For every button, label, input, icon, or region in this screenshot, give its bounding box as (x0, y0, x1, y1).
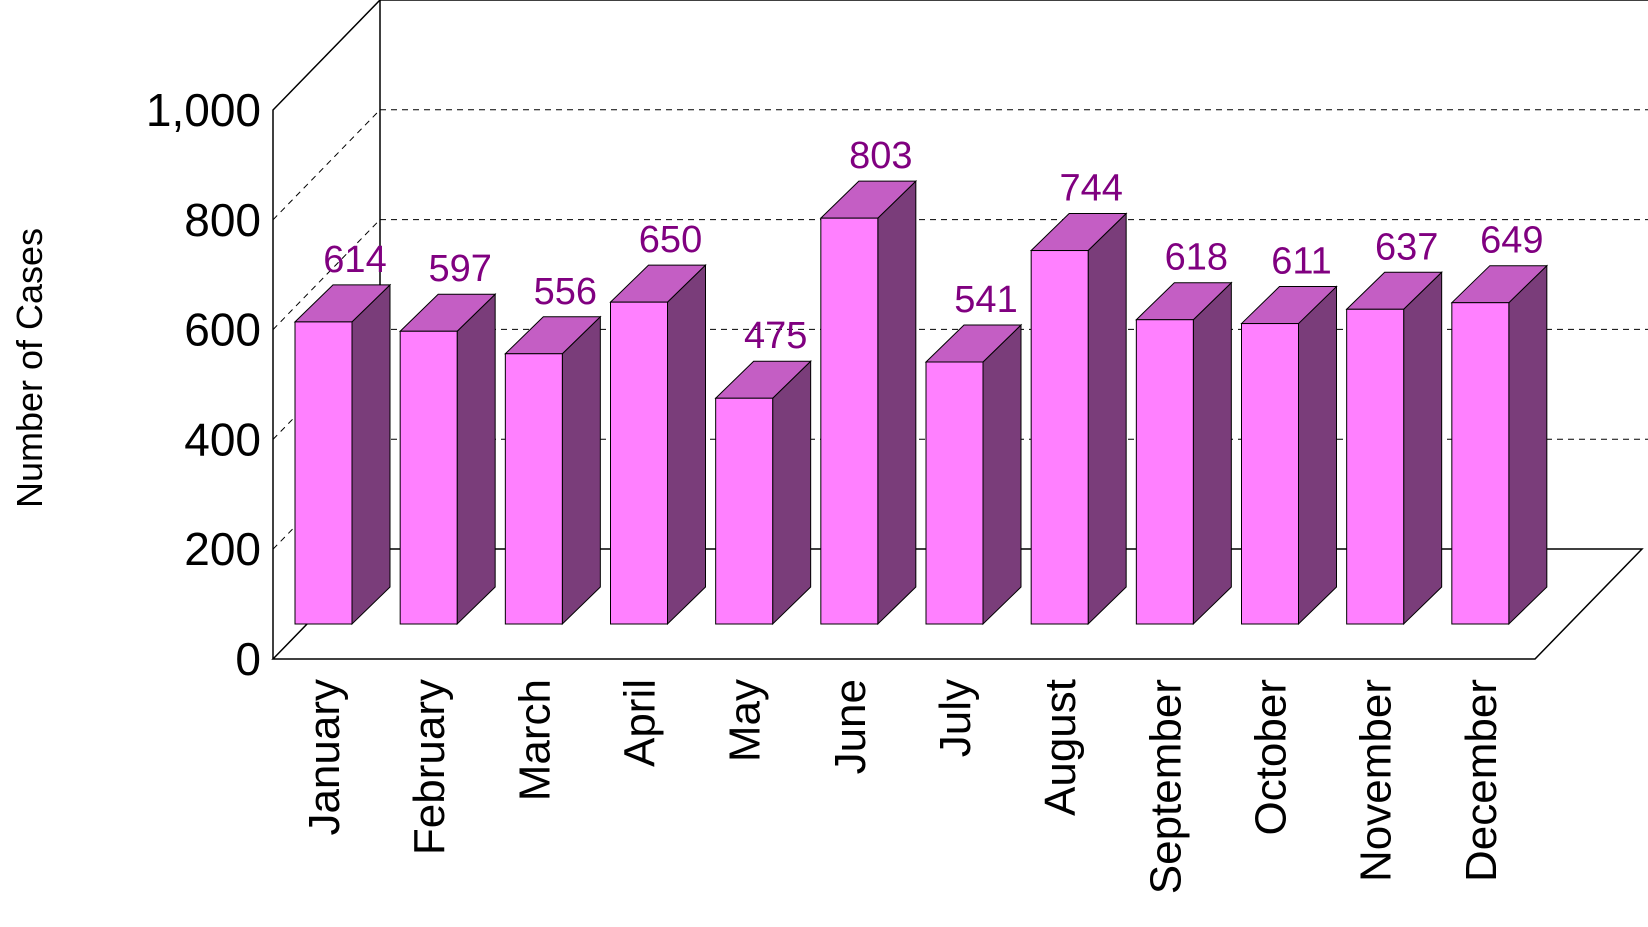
bar (399, 330, 458, 625)
bar (715, 397, 774, 625)
y-axis-ticks: 0 200 400 600 800 1,000 (146, 84, 261, 685)
y-axis-label: Number of Cases (9, 228, 50, 508)
data-label: 649 (1480, 220, 1543, 262)
bar (1451, 302, 1510, 625)
data-label: 556 (534, 271, 597, 313)
bar (504, 353, 563, 625)
x-tick-label: October (1247, 679, 1296, 836)
data-label: 614 (323, 239, 386, 281)
y-tick-label: 800 (184, 194, 261, 246)
data-label: 541 (954, 279, 1017, 321)
x-tick-label: February (405, 679, 454, 855)
bar-side (351, 283, 391, 626)
bar-side (456, 293, 496, 626)
gridline-side (272, 219, 381, 330)
bars (293, 179, 1549, 626)
bar (1241, 323, 1299, 625)
x-tick-label: September (1141, 679, 1190, 894)
bar-side (1508, 264, 1548, 626)
bar-side (772, 360, 812, 626)
y-tick-label: 400 (184, 413, 261, 465)
bar (610, 301, 668, 625)
bar-side (667, 263, 706, 626)
data-label: 611 (1271, 241, 1332, 283)
bar (294, 321, 353, 625)
bar (1030, 250, 1089, 625)
bar-side (1403, 271, 1443, 626)
y-tick-label: 0 (235, 633, 261, 685)
bar-side (1087, 212, 1127, 626)
x-tick-label: November (1352, 679, 1401, 882)
gridline-side (272, 0, 381, 111)
data-label: 744 (1059, 168, 1122, 210)
gridline-side (272, 438, 381, 550)
y-tick-label: 1,000 (146, 84, 261, 136)
gridline-side (272, 329, 381, 440)
bar (820, 217, 879, 625)
y-tick-label: 600 (184, 304, 261, 356)
data-label: 597 (428, 248, 491, 290)
bar-side (982, 323, 1022, 626)
x-tick-label: June (826, 679, 875, 774)
data-labels: 614 597 556 650 475 803 541 744 618 611 637 649 (323, 135, 1543, 357)
data-label: 618 (1165, 237, 1228, 279)
bar (925, 361, 984, 625)
bar-side (1192, 281, 1232, 626)
bar (1346, 308, 1405, 625)
bar-side (1298, 285, 1337, 626)
x-axis-ticks: January February March April May June July Augu… (300, 679, 1506, 894)
y-tick-label: 200 (184, 523, 261, 575)
x-tick-label: May (721, 679, 770, 762)
gridline-side (272, 109, 381, 221)
data-label: 475 (744, 315, 807, 357)
bar (1135, 319, 1194, 625)
x-tick-label: December (1457, 679, 1506, 882)
x-tick-label: August (1036, 679, 1085, 816)
x-tick-label: July (931, 679, 980, 757)
data-label: 650 (639, 219, 702, 261)
bar-side (877, 179, 917, 626)
data-label: 803 (849, 135, 912, 177)
x-tick-label: March (510, 679, 559, 801)
x-tick-label: January (300, 679, 349, 836)
data-label: 637 (1375, 226, 1438, 268)
x-tick-label: April (616, 679, 665, 767)
back-wall-outline (272, 0, 1648, 659)
bar-side (561, 315, 601, 626)
